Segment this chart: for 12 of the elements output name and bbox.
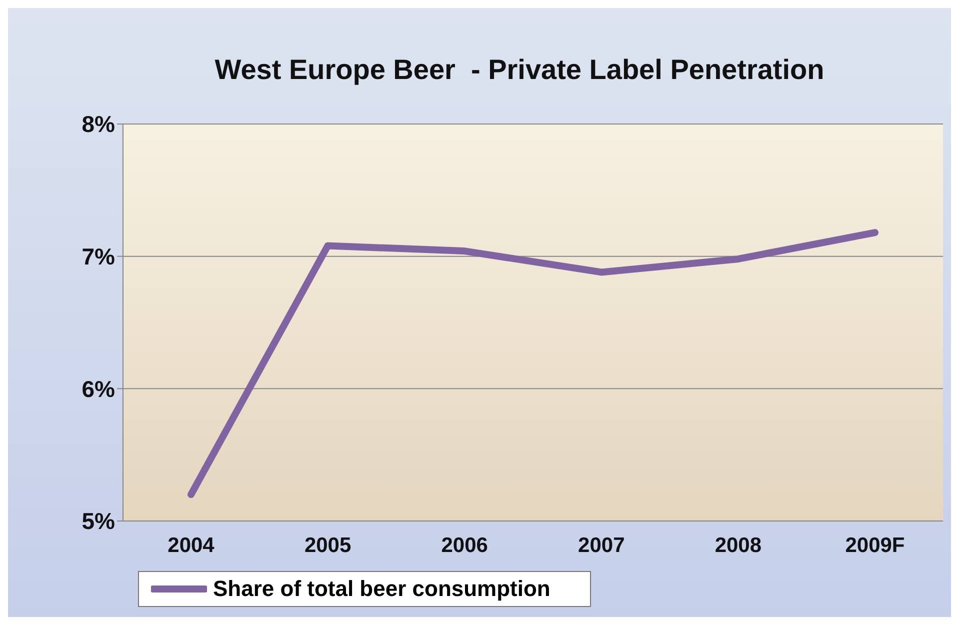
x-tick-label: 2004	[168, 534, 215, 557]
x-tick-label: 2008	[714, 534, 762, 557]
x-tick-label: 2005	[304, 534, 352, 557]
x-tick-label: 2009F	[845, 534, 905, 557]
y-tick-label: 8%	[82, 111, 115, 138]
legend-label: Share of total beer consumption	[212, 576, 550, 602]
y-tick-label: 6%	[82, 376, 115, 402]
chart-title: West Europe Beer - Private Label Penetration	[214, 53, 826, 87]
x-tick-label: 2006	[441, 534, 488, 557]
y-tick-label: 5%	[82, 508, 115, 534]
y-tick-label: 7%	[82, 244, 115, 270]
x-tick-label: 2007	[578, 534, 625, 557]
